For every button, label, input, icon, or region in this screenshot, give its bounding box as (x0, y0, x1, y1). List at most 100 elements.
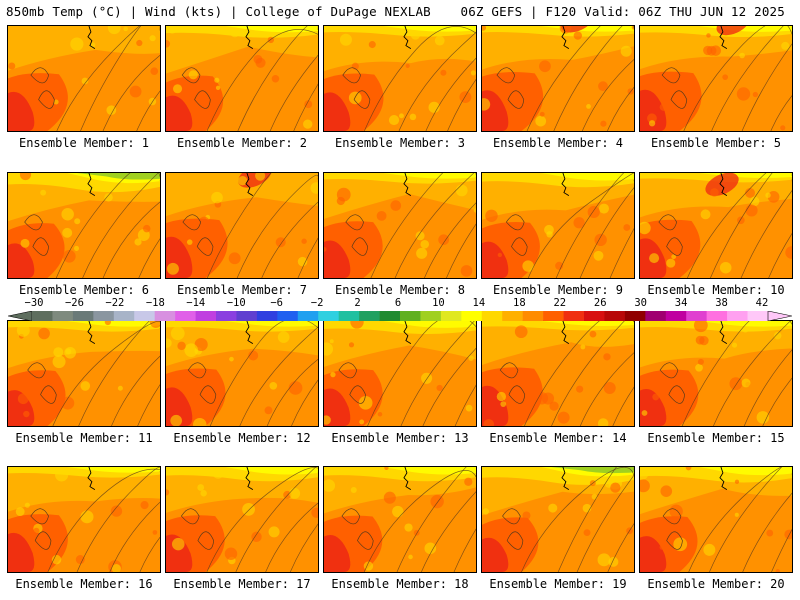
field-speckle (104, 321, 112, 326)
wind-contour-closed (30, 508, 49, 525)
wind-isotach (237, 26, 318, 131)
field-speckle (468, 355, 474, 361)
field-speckle (671, 254, 677, 260)
ensemble-member-panel: Ensemble Member: 9 (481, 172, 635, 299)
field-speckle (482, 508, 489, 515)
wind-contour-closed (508, 385, 526, 404)
temperature-map (7, 320, 161, 427)
colorbar-swatch (93, 311, 115, 321)
field-speckle (80, 381, 91, 391)
ensemble-member-panel: Ensemble Member: 5 (639, 25, 793, 152)
wind-contour-closed (34, 531, 52, 550)
temperature-map (165, 320, 319, 427)
wind-isotach (261, 176, 318, 278)
wind-isotach (681, 321, 792, 426)
field-speckle (404, 523, 413, 532)
field-speckle (229, 356, 234, 362)
field-speckle (409, 113, 417, 121)
field-speckle (61, 396, 75, 410)
field-speckle (166, 338, 172, 348)
colorbar-tick-label: −6 (270, 297, 283, 309)
member-label: Ensemble Member: 20 (647, 577, 785, 591)
wind-isotach (239, 326, 318, 426)
colorbar-swatch (113, 311, 135, 321)
wind-contour-closed (661, 67, 681, 84)
wind-isotach (710, 173, 792, 278)
field-speckle (583, 529, 591, 537)
coastline (87, 467, 96, 490)
field-speckle (173, 84, 183, 94)
colorbar-swatch (277, 311, 299, 321)
field-speckle (339, 33, 352, 46)
field-speckle (482, 98, 491, 111)
ensemble-member-panel: Ensemble Member: 13 (323, 320, 477, 447)
field-speckle (275, 237, 286, 248)
field-speckle (229, 27, 240, 38)
wind-isotach (447, 33, 476, 131)
field-speckle (598, 203, 609, 214)
field-speckle (784, 529, 792, 540)
field-speckle (559, 26, 572, 34)
cool-core (383, 173, 476, 179)
field-speckle (603, 353, 611, 361)
colorbar-swatch (175, 311, 196, 321)
wind-isotach (582, 34, 634, 131)
colorbar-tick-label: −14 (186, 297, 206, 309)
ensemble-member-panel: Ensemble Member: 12 (165, 320, 319, 447)
wind-contour-closed (32, 237, 49, 256)
temperature-map (481, 466, 635, 573)
field-speckle (142, 224, 151, 233)
colorbar-swatch (543, 311, 564, 321)
colorbar-tick-label: 22 (553, 297, 567, 309)
wind-isotach (709, 467, 792, 572)
field-speckle (392, 505, 404, 518)
wind-isotach (111, 327, 160, 426)
field-speckle (40, 246, 52, 258)
temperature-map (165, 172, 319, 279)
wind-isotach (424, 176, 476, 278)
wind-isotach (206, 29, 318, 131)
field-speckle (522, 260, 534, 272)
field-speckle (731, 342, 738, 348)
temperature-map (7, 172, 161, 279)
field-speckle (20, 238, 30, 248)
field-speckle (722, 74, 729, 80)
colorbar-tick-label: 30 (634, 297, 647, 309)
field-speckle (358, 396, 373, 410)
field-speckle (455, 184, 468, 197)
map-title: 850mb Temp (°C) | Wind (kts) | College o… (6, 4, 431, 19)
member-label: Ensemble Member: 1 (18, 136, 150, 150)
cool-core (225, 467, 318, 475)
field-speckle (576, 385, 584, 393)
field-speckle (186, 239, 193, 245)
field-speckle (81, 77, 89, 85)
wind-contour-closed (506, 531, 524, 550)
ensemble-member-panel: Ensemble Member: 19 (481, 466, 635, 593)
field-speckle (62, 249, 76, 263)
cool-core (383, 321, 476, 328)
coastline (87, 173, 96, 196)
field-speckle (647, 113, 657, 124)
field-speckle (197, 484, 205, 491)
field-speckle (600, 120, 607, 127)
field-speckle (38, 327, 50, 340)
field-speckle (215, 85, 221, 90)
wind-contour-closed (40, 385, 57, 404)
member-label: Ensemble Member: 15 (647, 431, 785, 445)
field-speckle (150, 67, 159, 75)
coastline (403, 173, 412, 196)
coastline (87, 26, 96, 49)
field-speckle (200, 490, 207, 497)
field-speckle (348, 342, 355, 348)
field-speckle (193, 417, 207, 426)
field-speckle (428, 101, 440, 113)
field-speckle (485, 209, 498, 222)
field-speckle (649, 253, 660, 264)
field-speckle (500, 401, 507, 407)
wind-isotach (82, 173, 160, 278)
hottest-region (482, 241, 509, 278)
colorbar-tick-label: 42 (755, 297, 769, 309)
wind-isotach (206, 173, 318, 278)
ensemble-member-panel: Ensemble Member: 15 (639, 320, 793, 447)
wind-isotach (521, 467, 634, 572)
